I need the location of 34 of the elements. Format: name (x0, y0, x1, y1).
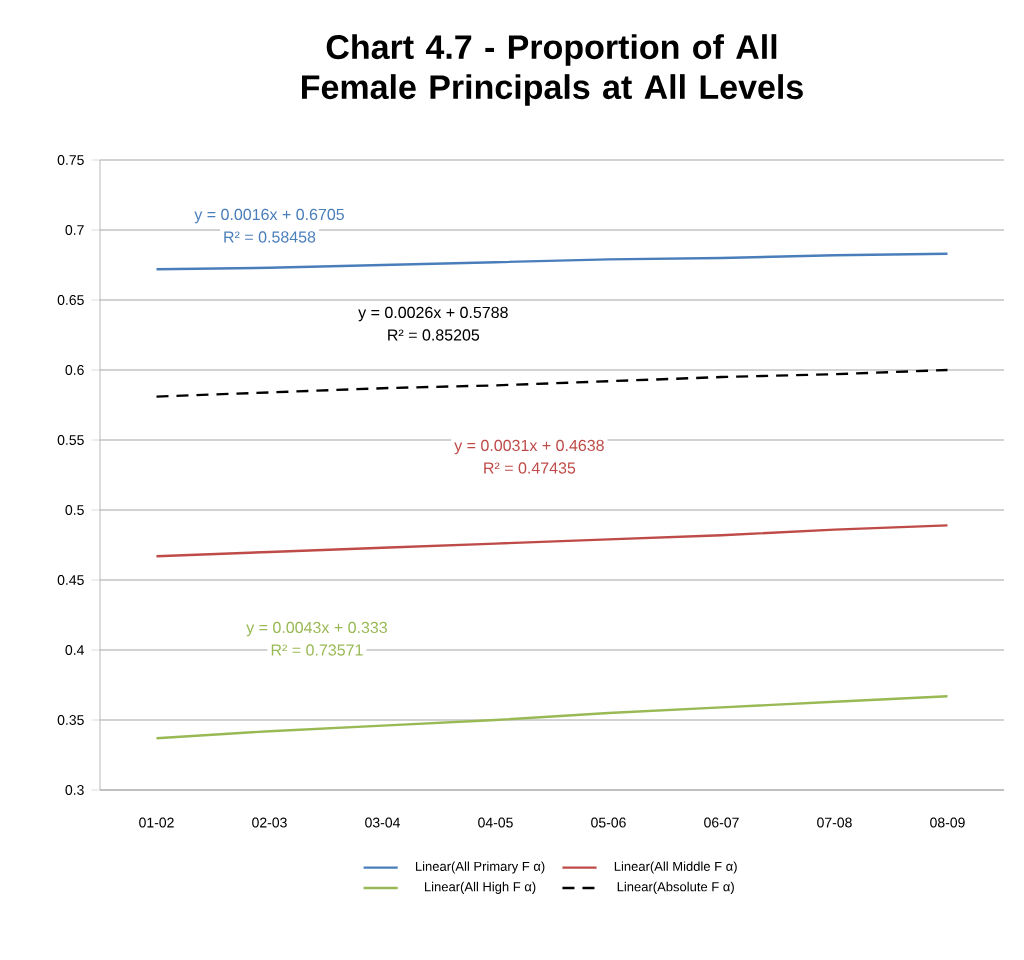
y-tick-label: 0.45 (57, 575, 84, 585)
y-tick-label: 0.55 (57, 435, 84, 445)
annotation: y = 0.0016x + 0.6705 (194, 208, 344, 224)
annotation: y = 0.0043x + 0.333 (246, 621, 387, 637)
line-series (155, 368, 949, 398)
y-tick-label: 0.7 (65, 225, 84, 235)
y-tick-label: 0.65 (57, 295, 84, 305)
y-tick-label: 0.75 (57, 155, 84, 165)
y-tick-label: 0.35 (57, 715, 84, 725)
chart-title: Chart 4.7 - Proportion of All Female Principals at All Levels (302, 34, 803, 106)
x-tick-label: 06-07 (704, 817, 739, 828)
legend-label: Linear(Absolute F α) (617, 881, 734, 894)
legend-label: Linear(All Middle F α) (614, 861, 737, 874)
annotation: y = 0.0031x + 0.4638 (454, 439, 604, 455)
x-tick-label: 03-04 (365, 817, 400, 828)
annotation: y = 0.0026x + 0.5788 (358, 306, 508, 322)
y-tick-label: 0.6 (65, 365, 84, 375)
annotation: R² = 0.73571 (271, 644, 363, 656)
line-series (155, 695, 949, 740)
annotation: R² = 0.47435 (484, 462, 576, 474)
x-tick-label: 01-02 (139, 817, 174, 828)
x-tick-label: 04-05 (478, 817, 513, 828)
legend-label: Linear(All Primary F α) (415, 861, 545, 874)
y-tick-label: 0.4 (65, 645, 84, 655)
x-tick-label: 08-09 (930, 817, 965, 828)
line-series (155, 524, 949, 558)
x-tick-label: 05-06 (591, 817, 626, 828)
y-tick-label: 0.5 (65, 505, 84, 515)
y-tick-label: 0.3 (65, 785, 84, 795)
x-tick-label: 02-03 (252, 817, 287, 828)
x-tick-label: 07-08 (817, 817, 852, 828)
legend-label: Linear(All High F α) (425, 881, 536, 894)
annotation: R² = 0.85205 (388, 329, 480, 341)
annotation: R² = 0.58458 (224, 231, 316, 243)
